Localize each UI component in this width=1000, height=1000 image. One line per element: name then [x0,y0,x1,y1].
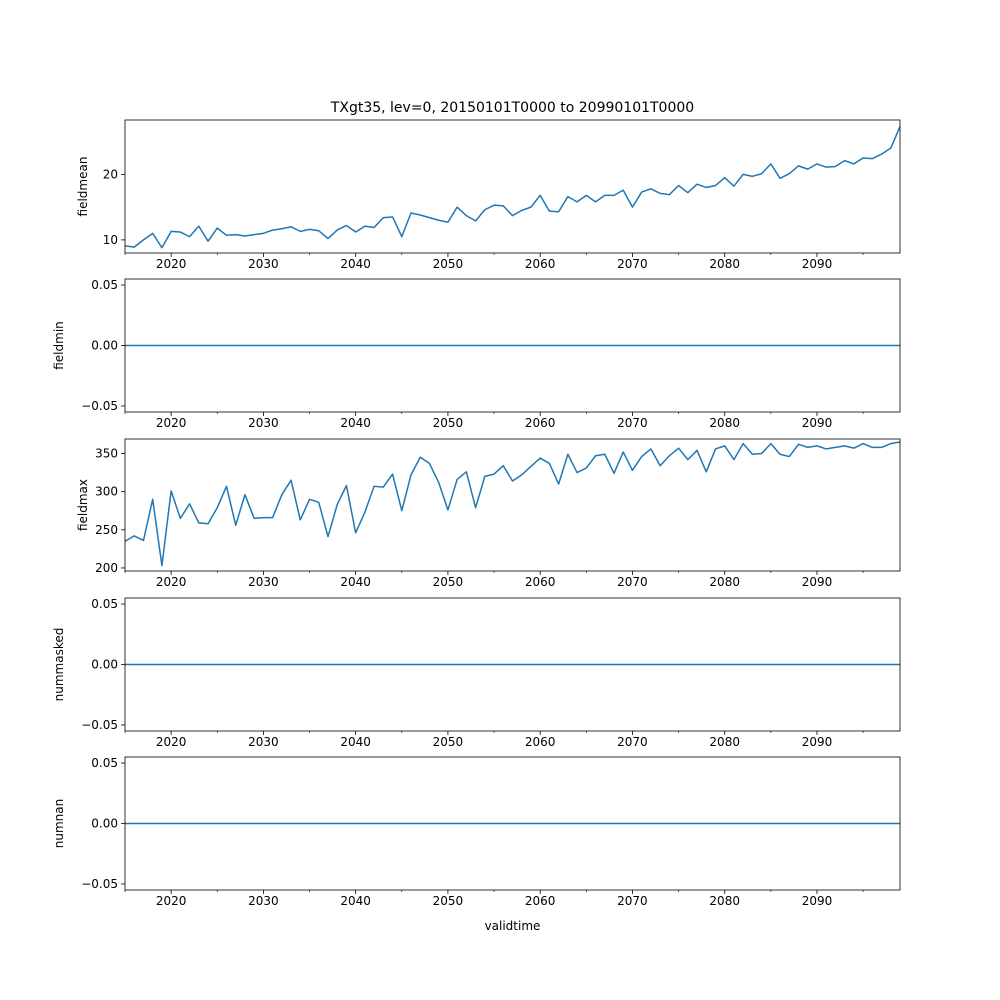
x-tick-label-fieldmin: 2060 [525,416,556,430]
x-tick-label-fieldmean: 2070 [617,257,648,271]
x-tick-label-nummasked: 2050 [433,735,464,749]
y-axis-label-fieldmax: fieldmax [76,479,90,531]
y-tick-label-fieldmax: 300 [95,485,118,499]
x-tick-label-nummasked: 2030 [248,735,279,749]
x-tick-label-nummasked: 2080 [709,735,740,749]
x-tick-label-fieldmean: 2030 [248,257,279,271]
x-tick-label-fieldmax: 2040 [340,575,371,589]
y-tick-label-numnan: 0.05 [91,756,118,770]
subplot-nummasked: 2020 2030 2040 2050 2060 2070 2080 2090 −0.05 0.0… [52,597,901,749]
x-tick-label-fieldmax: 2070 [617,575,648,589]
x-tick-label-fieldmean: 2090 [802,257,833,271]
figure-title: TXgt35, lev=0, 20150101T0000 to 20990101… [330,100,694,116]
x-tick-label-nummasked: 2060 [525,735,556,749]
x-axis-label: validtime [485,919,541,933]
y-tick-label-fieldmax: 350 [95,446,118,460]
x-tick-label-fieldmax: 2030 [248,575,279,589]
subplot-fieldmin: 2020 2030 2040 2050 2060 2070 2080 2090 −0.05 0.0… [52,278,901,430]
x-tick-label-numnan: 2020 [156,894,187,908]
x-tick-label-fieldmax: 2060 [525,575,556,589]
y-axis-label-fieldmean: fieldmean [76,157,90,217]
x-tick-label-fieldmax: 2050 [433,575,464,589]
x-tick-label-numnan: 2090 [802,894,833,908]
subplot-numnan: 2020 2030 2040 2050 2060 2070 2080 2090 −0.05 0.0… [52,756,901,908]
x-tick-label-fieldmin: 2050 [433,416,464,430]
x-tick-label-nummasked: 2070 [617,735,648,749]
y-axis-label-nummasked: nummasked [52,628,66,702]
y-tick-label-fieldmin: 0.00 [91,339,118,353]
x-tick-label-fieldmean: 2050 [433,257,464,271]
x-tick-label-fieldmin: 2070 [617,416,648,430]
y-tick-label-fieldmean: 10 [103,233,118,247]
x-tick-label-fieldmean: 2060 [525,257,556,271]
y-tick-label-nummasked: −0.05 [81,718,118,732]
y-tick-label-numnan: −0.05 [81,877,118,891]
x-tick-label-numnan: 2080 [709,894,740,908]
subplot-fieldmax: 2020 2030 2040 2050 2060 2070 2080 2090 200 250 30… [76,438,901,589]
x-tick-label-fieldmax: 2090 [802,575,833,589]
y-tick-label-nummasked: 0.05 [91,597,118,611]
x-tick-label-numnan: 2030 [248,894,279,908]
x-tick-label-numnan: 2050 [433,894,464,908]
x-tick-label-fieldmin: 2090 [802,416,833,430]
x-tick-label-fieldmean: 2080 [709,257,740,271]
series-line-fieldmean [124,126,901,249]
x-tick-label-fieldmin: 2020 [156,416,187,430]
axes-frame-fieldmax [124,438,901,572]
x-tick-label-fieldmax: 2020 [156,575,187,589]
x-tick-label-numnan: 2060 [525,894,556,908]
x-tick-label-numnan: 2040 [340,894,371,908]
x-tick-label-fieldmax: 2080 [709,575,740,589]
y-tick-label-numnan: 0.00 [91,817,118,831]
y-axis-label-fieldmin: fieldmin [52,321,66,370]
y-axis-label-numnan: numnan [52,799,66,848]
x-tick-label-fieldmean: 2020 [156,257,187,271]
x-tick-label-fieldmean: 2040 [340,257,371,271]
subplots-container: 2020 2030 2040 2050 2060 2070 2080 2090 10 20 fiel… [52,119,901,908]
y-tick-label-nummasked: 0.00 [91,658,118,672]
y-tick-label-fieldmin: −0.05 [81,399,118,413]
x-tick-label-fieldmin: 2030 [248,416,279,430]
y-tick-label-fieldmax: 200 [95,561,118,575]
x-tick-label-nummasked: 2090 [802,735,833,749]
y-tick-label-fieldmean: 20 [103,167,118,181]
y-tick-label-fieldmax: 250 [95,523,118,537]
subplot-fieldmean: 2020 2030 2040 2050 2060 2070 2080 2090 10 20 fiel… [76,119,901,271]
y-tick-label-fieldmin: 0.05 [91,278,118,292]
x-tick-label-nummasked: 2020 [156,735,187,749]
x-tick-label-numnan: 2070 [617,894,648,908]
axes-frame-fieldmean [124,119,901,254]
x-tick-label-fieldmin: 2040 [340,416,371,430]
series-line-fieldmax [124,441,901,567]
x-tick-label-fieldmin: 2080 [709,416,740,430]
x-tick-label-nummasked: 2040 [340,735,371,749]
